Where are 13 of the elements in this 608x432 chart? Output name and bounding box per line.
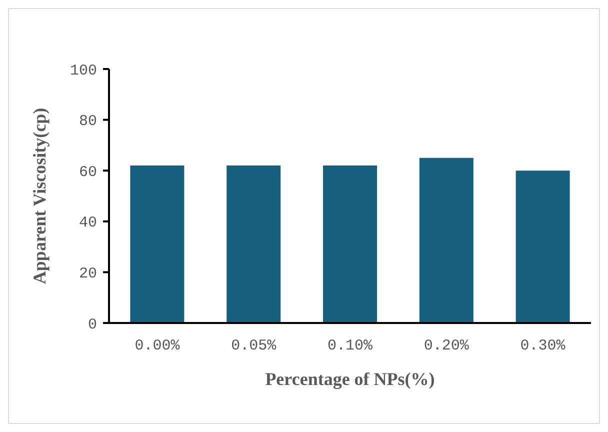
y-tick-label: 80 [78, 113, 97, 130]
y-tick-label: 20 [78, 266, 97, 283]
y-tick-label: 0 [88, 316, 97, 334]
x-tick-label: 0.20% [424, 338, 470, 355]
x-tick-label: 0.05% [231, 338, 278, 355]
y-tick-label: 60 [78, 164, 97, 181]
y-tick-label: 100 [70, 62, 97, 80]
y-axis-title: Apparent Viscosity(cp) [29, 108, 50, 284]
x-tick-label: 0.00% [134, 338, 181, 355]
x-tick-label: 0.10% [327, 338, 374, 355]
x-axis-title: Percentage of NPs(%) [265, 369, 435, 389]
x-tick-label: 0.30% [520, 338, 566, 355]
y-tick-label: 40 [78, 214, 97, 232]
